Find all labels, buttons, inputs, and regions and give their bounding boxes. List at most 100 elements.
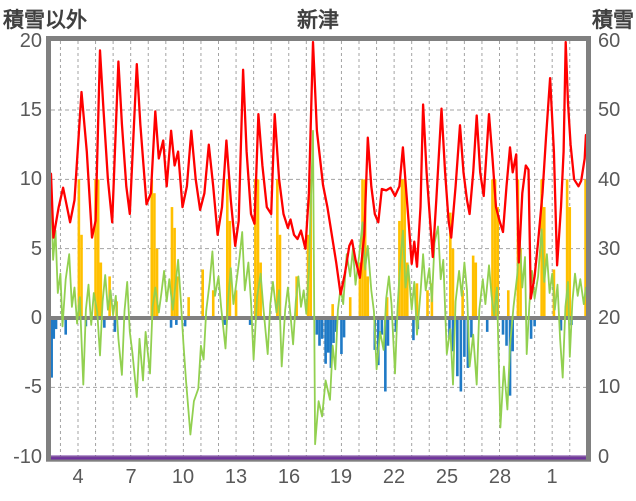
left-axis-title: 積雪以外	[3, 9, 87, 32]
blue-bars-bar	[175, 318, 178, 325]
right-axis-tick-40: 40	[598, 169, 621, 191]
blue-bars-bar	[334, 318, 338, 332]
blue-bars-bar	[384, 318, 387, 392]
left-axis-tick--10: -10	[13, 446, 42, 468]
blue-bars-bar	[113, 318, 117, 332]
x-axis-tick-28: 28	[488, 466, 512, 488]
orange-bars-bar	[426, 290, 429, 318]
orange-bars-bar	[519, 248, 522, 318]
blue-bars-bar	[52, 318, 56, 339]
orange-bars-bar	[461, 290, 464, 318]
x-axis-tick-22: 22	[382, 466, 406, 488]
right-axis-tick-30: 30	[598, 238, 621, 260]
left-axis-tick-15: 15	[19, 99, 42, 121]
left-axis-tick-0: 0	[30, 307, 42, 329]
right-axis-tick-20: 20	[598, 307, 621, 329]
blue-bars-bar	[320, 318, 324, 339]
orange-bars-bar	[540, 179, 543, 318]
blue-bars-bar	[559, 318, 563, 331]
orange-bars-bar	[155, 248, 159, 318]
blue-bars-bar	[448, 318, 451, 339]
orange-bars-bar	[491, 179, 494, 318]
chart-title: 新津	[297, 9, 339, 32]
orange-bars-bar	[201, 269, 204, 318]
blue-bars-bar	[315, 318, 319, 335]
orange-bars-bar	[584, 179, 586, 318]
blue-bars-bar	[501, 318, 505, 335]
orange-bars-bar	[96, 179, 100, 318]
orange-bars-bar	[309, 179, 313, 318]
x-axis-tick-16: 16	[277, 466, 301, 488]
orange-bars-bar	[153, 193, 156, 318]
orange-bars-bar	[254, 179, 257, 318]
orange-bars-bar	[506, 290, 510, 318]
left-axis-tick-5: 5	[30, 238, 42, 260]
right-axis-tick-10: 10	[598, 376, 621, 398]
left-axis-tick--5: -5	[24, 376, 42, 398]
left-axis-tick-10: 10	[19, 168, 42, 190]
blue-bars-bar	[459, 318, 463, 392]
blue-bars-bar	[533, 318, 536, 327]
right-axis-tick-0: 0	[598, 446, 610, 468]
x-axis-tick-4: 4	[72, 466, 84, 488]
orange-bars-bar	[493, 179, 497, 318]
orange-bars-bar	[542, 207, 546, 318]
blue-bars-bar	[463, 318, 466, 357]
orange-bars-bar	[474, 262, 478, 318]
blue-bars-bar	[412, 318, 415, 341]
blue-bars-bar	[529, 318, 533, 339]
blue-bars-bar	[326, 318, 330, 353]
orange-bars-bar	[77, 179, 81, 318]
orange-bars-bar	[449, 212, 452, 318]
orange-bars-bar	[211, 290, 215, 318]
blue-bars-bar	[386, 318, 390, 346]
orange-bars-bar	[94, 179, 97, 318]
orange-bars-bar	[471, 255, 475, 318]
blue-bars-bar	[248, 318, 252, 325]
blue-bars-bar	[51, 318, 53, 378]
blue-bars-bar	[324, 318, 327, 364]
orange-bars-bar	[259, 262, 262, 318]
blue-bars-bar	[505, 318, 508, 346]
red-line-series	[51, 41, 586, 300]
green-line-series	[51, 129, 586, 446]
blue-bars-bar	[329, 318, 333, 368]
blue-bars-bar	[183, 318, 187, 327]
blue-bars-bar	[340, 318, 343, 355]
orange-bars-bar	[415, 283, 419, 318]
right-axis-tick-50: 50	[598, 99, 621, 121]
right-axis-title: 積雪	[592, 9, 634, 32]
orange-bars-bar	[278, 234, 282, 318]
orange-bars-bar	[99, 262, 103, 318]
orange-bars-bar	[150, 179, 154, 318]
orange-bars-bar	[187, 297, 190, 318]
right-axis-tick-60: 60	[598, 30, 621, 52]
orange-bars-bar	[358, 262, 362, 318]
blue-bars-bar	[485, 318, 489, 332]
orange-bars-bar	[80, 234, 83, 318]
blue-bars-bar	[466, 318, 470, 368]
orange-bars-bar	[363, 179, 367, 318]
blue-bars-bar	[318, 318, 321, 346]
orange-bars-bar	[451, 248, 455, 318]
orange-bars-bar	[405, 262, 409, 318]
blue-bars-bar	[64, 318, 68, 335]
x-axis-tick-25: 25	[435, 466, 459, 488]
blue-bars-bar	[470, 318, 473, 338]
blue-bars-bar	[54, 318, 58, 330]
orange-bars-bar	[170, 207, 174, 318]
x-axis-tick-7: 7	[125, 466, 137, 488]
x-axis-tick-13: 13	[224, 466, 248, 488]
blue-bars-bar	[223, 318, 226, 325]
orange-bars-bar	[348, 297, 352, 318]
orange-bars-bar	[568, 207, 572, 318]
series-layer	[51, 41, 586, 457]
blue-bars-bar	[332, 318, 335, 343]
orange-bars-bar	[331, 304, 334, 318]
blue-bars-bar	[342, 318, 346, 338]
blue-bars-bar	[394, 318, 398, 332]
blue-bars-bar	[456, 318, 459, 377]
x-axis-tick-10: 10	[171, 466, 195, 488]
